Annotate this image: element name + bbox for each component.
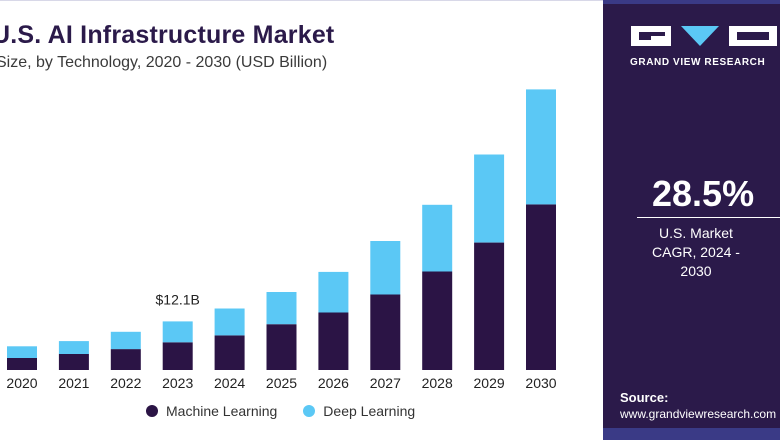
bar-machine-learning-2023	[162, 342, 193, 370]
bar-machine-learning-2021	[58, 353, 89, 370]
x-tick-label-2024: 2024	[214, 375, 245, 391]
bar-machine-learning-2026	[318, 312, 349, 370]
brand-logo-icon	[631, 26, 777, 46]
source-url: www.grandviewresearch.com	[620, 407, 777, 421]
bar-deep-learning-2023	[162, 321, 193, 343]
x-tick-label-2023: 2023	[162, 375, 193, 391]
side-bottom-band	[603, 428, 780, 440]
side-panel: GRAND VIEW RESEARCH 28.5% U.S. Market CA…	[603, 0, 780, 440]
legend-swatch-machine-learning	[146, 405, 158, 417]
legend-label-machine-learning: Machine Learning	[166, 403, 278, 419]
bar-machine-learning-2025	[266, 324, 297, 370]
x-tick-label-2025: 2025	[266, 375, 297, 391]
x-tick-label-2030: 2030	[525, 375, 556, 391]
bar-machine-learning-2027	[370, 294, 401, 370]
bar-machine-learning-2022	[110, 349, 141, 370]
x-tick-label-2022: 2022	[110, 375, 141, 391]
bar-deep-learning-2024	[214, 308, 245, 336]
legend: Machine Learning Deep Learning	[146, 403, 441, 419]
cagr-divider	[637, 217, 780, 218]
x-tick-label-2027: 2027	[370, 375, 401, 391]
chart-title: U.S. AI Infrastructure Market	[0, 21, 335, 49]
chart-subtitle: Size, by Technology, 2020 - 2030 (USD Bi…	[0, 54, 328, 71]
chart-panel: U.S. AI Infrastructure Market Size, by T…	[0, 0, 603, 419]
cagr-label: U.S. Market CAGR, 2024 - 2030	[652, 225, 740, 279]
side-top-band	[603, 0, 780, 4]
bar-deep-learning-2030	[526, 89, 556, 205]
x-tick-labels: 2020 2021 2022 2023 2024 2025 2026 2027 2028 2029…	[6, 375, 556, 391]
bar-machine-learning-2030	[526, 204, 556, 370]
bar-machine-learning-2028	[422, 271, 453, 370]
cagr-value: 28.5%	[652, 173, 755, 214]
x-tick-label-2021: 2021	[58, 375, 89, 391]
bar-machine-learning-2029	[474, 242, 505, 370]
bar-deep-learning-2028	[422, 204, 453, 272]
x-tick-label-2026: 2026	[318, 375, 349, 391]
value-annotation-2023: $12.1B	[156, 291, 200, 307]
bar-deep-learning-2029	[474, 154, 505, 243]
bar-machine-learning-2020	[7, 357, 37, 370]
bar-machine-learning-2024	[214, 335, 245, 370]
x-tick-label-2020: 2020	[6, 375, 37, 391]
x-tick-label-2029: 2029	[474, 375, 505, 391]
brand-name: GRAND VIEW RESEARCH	[630, 57, 766, 68]
legend-item-deep-learning: Deep Learning	[303, 403, 415, 419]
x-tick-label-2028: 2028	[422, 375, 453, 391]
legend-label-deep-learning: Deep Learning	[323, 403, 416, 419]
bar-deep-learning-2021	[58, 341, 89, 354]
bar-deep-learning-2020	[7, 346, 37, 358]
bar-deep-learning-2027	[370, 241, 401, 295]
bar-deep-learning-2025	[266, 292, 297, 325]
source-label: Source:	[620, 390, 669, 405]
legend-item-machine-learning: Machine Learning	[146, 403, 277, 419]
bar-deep-learning-2026	[318, 271, 349, 313]
bars-layer	[7, 89, 556, 370]
bar-deep-learning-2022	[110, 331, 141, 350]
legend-swatch-deep-learning	[303, 405, 316, 417]
bar-chart: 2020 2021 2022 2023 2024 2025 2026 2027 2028 2029…	[6, 89, 557, 391]
